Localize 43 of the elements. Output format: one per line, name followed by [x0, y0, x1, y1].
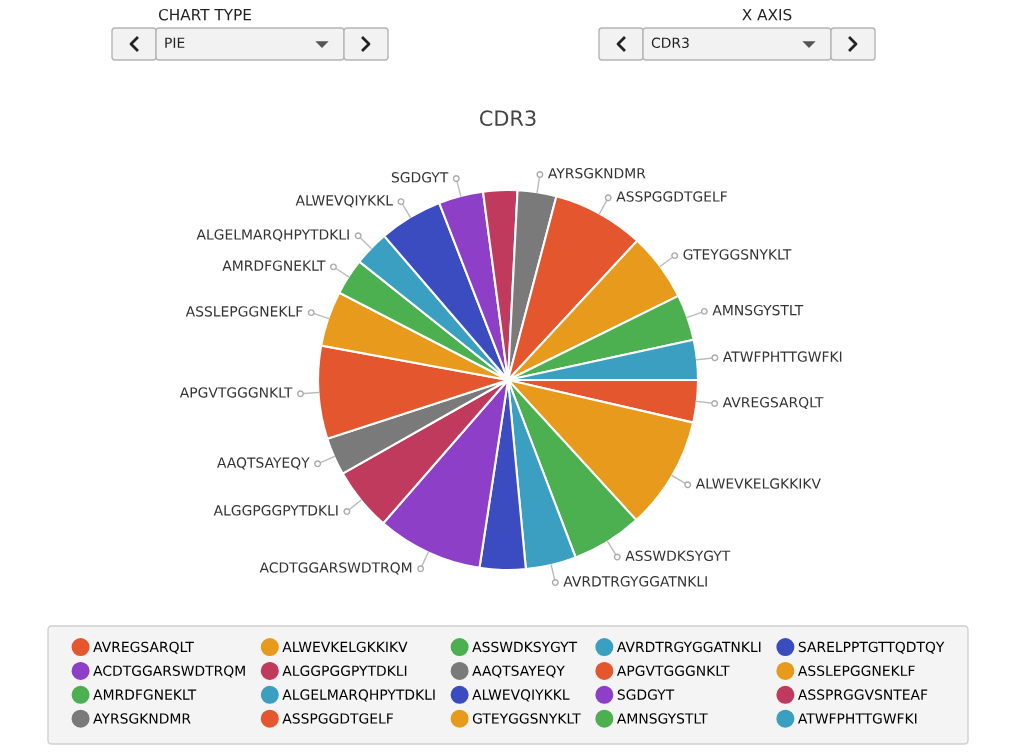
legend-label: APGVTGGGNKLT — [616, 665, 730, 677]
legend-label: ASSPGGDTGELF — [282, 713, 393, 724]
slice-label: GTEYGGSNYKLT — [683, 249, 792, 260]
slice-label: ATWFPHTTGWFKI — [722, 351, 842, 362]
slice-label: ALGELMARQHPYTDKLI — [196, 229, 349, 242]
legend-label: AMRDFGNEKLT — [93, 689, 197, 700]
legend-label: ALGELMARQHPYTDKLI — [282, 689, 435, 702]
legend-label: AYRSGKNDMR — [93, 713, 191, 724]
legend-label: SARELPPTGTTQDTQY — [798, 641, 945, 654]
legend-label: ASSPRGGVSNTEAF — [797, 689, 928, 700]
legend-label: ALWEVQIYKKL — [472, 689, 570, 702]
slice-label: AAQTSAYEQY — [217, 457, 310, 470]
legend-label: AVREGSARQLT — [93, 641, 194, 654]
legend-label: AMNSGYSTLT — [616, 713, 708, 724]
slice-label: AVREGSARQLT — [722, 397, 824, 410]
chart-title: CDR3 — [480, 110, 536, 127]
slice-label: ASSPGGDTGELF — [616, 191, 727, 202]
slice-label: AMNSGYSTLT — [712, 304, 804, 316]
text: PIE — [165, 37, 185, 48]
legend-label: SGDGYT — [617, 689, 675, 700]
legend-label: AAQTSAYEQY — [472, 665, 565, 678]
text: X AXIS — [742, 8, 792, 21]
slice-label: ASSLEPGGNEKLF — [185, 306, 303, 317]
slice-label: AYRSGKNDMR — [548, 167, 646, 179]
legend-label: ACDTGGARSWDTRQM — [93, 665, 245, 678]
legend-label: ATWFPHTTGWFKI — [797, 713, 917, 724]
slice-label: ACDTGGARSWDTRQM — [259, 562, 412, 575]
legend-label: GTEYGGSNYKLT — [472, 713, 581, 724]
slice-label: APGVTGGGNKLT — [179, 387, 293, 398]
text: CHART TYPE — [158, 8, 251, 21]
slice-label: ALWEVQIYKKL — [295, 195, 393, 208]
legend-label: ASSWDKSYGYT — [472, 641, 578, 653]
slice-label: AVRDTRGYGGATNKLI — [563, 576, 707, 587]
slice-label: AMRDFGNEKLT — [222, 260, 326, 271]
slice-label: ALWEVKELGKKIKV — [695, 478, 821, 489]
legend-label: ALWEVKELGKKIKV — [282, 641, 408, 653]
text: CDR3 — [651, 37, 689, 49]
slice-label: ALGGPGGPYTDKLI — [213, 505, 338, 516]
legend-label: AVRDTRGYGGATNKLI — [616, 641, 761, 653]
slice-label: SGDGYT — [391, 172, 449, 183]
legend-label: ALGGPGGPYTDKLI — [282, 665, 407, 677]
legend-label: ASSLEPGGNEKLF — [797, 665, 915, 677]
slice-label: ASSWDKSYGYT — [625, 550, 731, 562]
